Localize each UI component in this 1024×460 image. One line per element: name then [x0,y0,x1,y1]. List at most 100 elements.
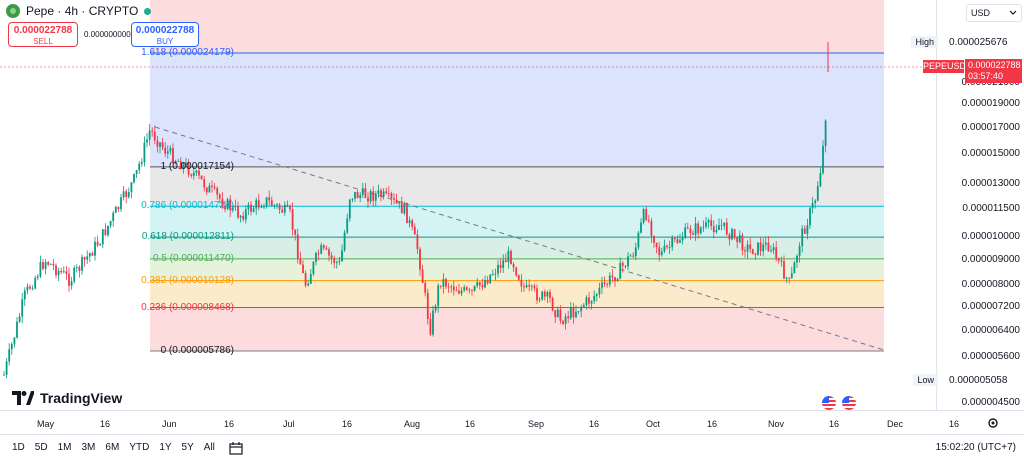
gear-icon[interactable] [987,417,999,429]
candle-body [351,198,354,200]
candle-body [107,225,109,236]
trend-line [154,126,885,351]
time-tick-label: Aug [404,419,421,429]
time-tick-label: Sep [528,419,545,429]
candle-body [161,142,164,148]
candle-body [486,280,489,284]
time-tick-label: Jun [162,419,177,429]
candle-body [785,277,788,279]
candle-body [179,160,182,170]
candle-body [354,191,356,199]
candle-body [5,361,8,375]
candle-body [796,256,798,263]
chart-title[interactable]: Pepe · 4h · CRYPTO [26,4,139,18]
time-axis[interactable]: May 16 Jun 16 Jul 16 Aug 16 Sep 16 Oct 16 Nov 16 Dec 16 [0,410,1024,434]
fib-level-label: 0.5 (0.000011470) [153,252,234,264]
candle-body [81,257,83,271]
candle-body [385,191,388,193]
us-flag-icon[interactable] [842,396,856,410]
time-tick-label: Nov [768,419,785,429]
candle-body [294,229,297,235]
candle-body [455,290,458,292]
candle-body [281,209,284,213]
candle-body [588,297,590,304]
candle-body [476,282,479,286]
candle-body [759,242,762,252]
candle-body [73,267,76,282]
candle-body [182,163,185,170]
range-button[interactable]: 1D [12,442,25,453]
us-flag-icon[interactable] [822,396,836,410]
candle-body [213,186,216,189]
candle-body [57,270,60,276]
candle-body [715,229,718,233]
candle-body [679,240,681,243]
currency-select[interactable]: USD [966,4,1022,22]
bottom-toolbar: 1D 5D 1M 3M 6M YTD 1Y 5Y All 15:02:20 (UTC+7) [0,434,1024,460]
candle-body [562,320,564,324]
candle-body [720,225,723,227]
time-tick-label: Oct [646,419,661,429]
price-tick-label: 0.000011500 [962,203,1020,214]
candle-body [598,287,601,295]
candle-body [252,208,255,212]
candle-body [660,251,663,256]
candle-body [754,254,757,255]
range-button[interactable]: 3M [81,442,96,453]
clock[interactable]: 15:02:20 (UTC+7) [935,442,1016,453]
candle-body [117,206,120,210]
candle-body [705,222,707,227]
candle-body [221,198,224,207]
price-chart[interactable] [0,0,936,410]
candle-body [153,131,156,141]
candle-body [702,226,705,228]
range-button[interactable]: All [203,442,215,453]
range-button[interactable]: 5Y [181,442,194,453]
range-button[interactable]: 5D [34,442,48,453]
candle-body [166,151,169,154]
tradingview-logo[interactable]: TradingView [12,390,122,406]
sell-button[interactable]: 0.000022788 SELL [8,22,78,47]
calendar-icon[interactable] [229,441,243,455]
range-button[interactable]: 1Y [159,442,172,453]
candle-body [276,204,278,206]
candle-body [533,285,536,289]
candle-body [614,277,616,282]
fib-zone [150,307,884,351]
candle-body [65,271,68,274]
candle-body [133,173,135,183]
range-button[interactable]: 6M [105,442,120,453]
buy-button[interactable]: 0.000022788 BUY [131,22,199,47]
tradingview-brand: TradingView [40,390,123,406]
pepe-logo-icon [6,4,20,18]
candle-body [120,197,122,210]
range-button[interactable]: YTD [129,442,150,453]
candle-body [26,286,29,291]
candle-body [580,306,583,312]
candle-body [151,130,154,132]
candle-body [666,245,668,248]
range-button[interactable]: 1M [57,442,72,453]
candle-body [346,218,349,233]
price-tick-label: 0.000017000 [961,122,1020,133]
candle-body [515,267,518,276]
candle-body [681,237,684,241]
candle-body [668,247,671,248]
candle-body [148,130,151,140]
chevron-down-icon [1009,10,1017,15]
candle-body [16,321,18,338]
candle-body [801,228,804,247]
chart-area[interactable] [0,0,936,410]
candle-body [523,286,525,288]
candle-body [793,262,796,274]
fib-zone [150,53,884,167]
candle-body [135,170,138,174]
candle-body [299,258,302,265]
candle-body [593,295,596,302]
price-tick-label: 0.000004500 [961,397,1020,408]
candle-body [564,316,567,324]
candle-body [619,262,622,280]
candle-body [312,261,315,275]
candle-body [390,193,393,199]
candle-body [478,282,481,286]
